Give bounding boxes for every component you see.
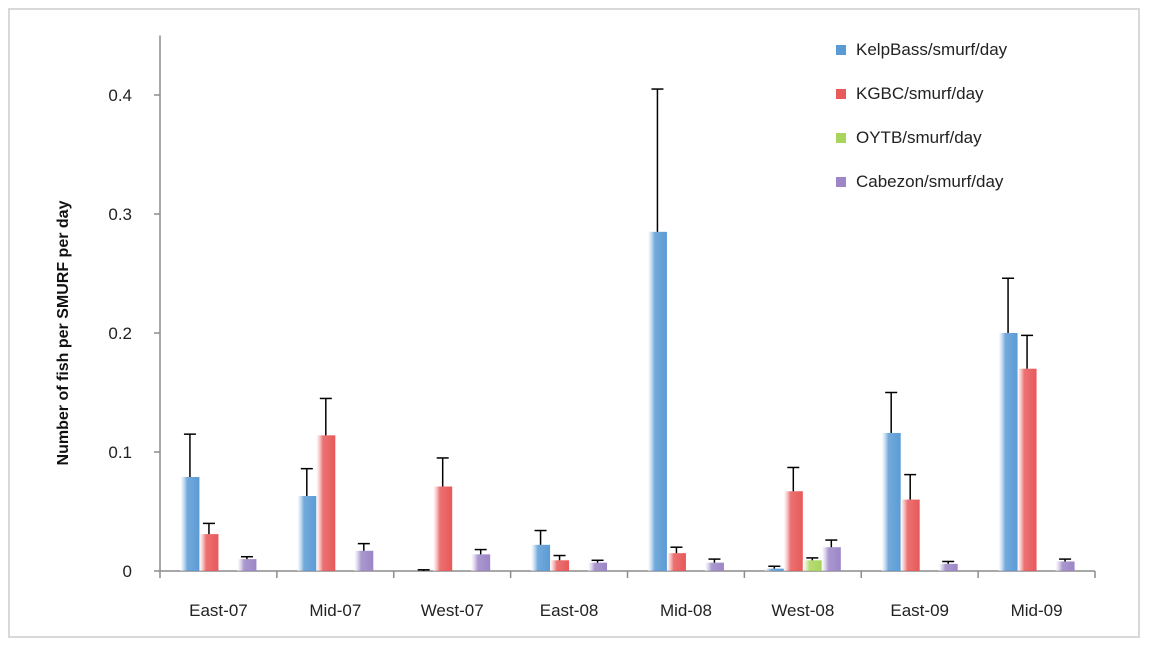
bar xyxy=(433,486,453,571)
x-tick-label: Mid-07 xyxy=(309,601,361,620)
legend-label: OYTB/smurf/day xyxy=(856,128,982,147)
bar xyxy=(180,476,200,571)
x-tick-label: West-07 xyxy=(421,601,484,620)
legend-label: KGBC/smurf/day xyxy=(856,84,984,103)
bar xyxy=(1055,561,1075,571)
x-tick-label: Mid-08 xyxy=(660,601,712,620)
chart-bars xyxy=(180,231,1075,571)
bar xyxy=(316,435,336,571)
legend-swatch xyxy=(836,45,846,55)
y-tick-labels: 0 0.1 0.2 0.3 0.4 xyxy=(108,86,132,581)
x-tick-label: East-08 xyxy=(540,601,599,620)
y-tick-label: 0.4 xyxy=(108,86,132,105)
legend-swatch xyxy=(836,133,846,143)
legend-label: KelpBass/smurf/day xyxy=(856,40,1008,59)
bar xyxy=(938,563,958,571)
bar xyxy=(237,559,257,571)
bar xyxy=(531,544,551,571)
y-tick-label: 0.1 xyxy=(108,443,132,462)
y-tick-label: 0.2 xyxy=(108,324,132,343)
x-tick-labels: East-07 Mid-07 West-07 East-08 Mid-08 West-08… xyxy=(189,601,1062,620)
bar xyxy=(704,562,724,571)
bar xyxy=(297,496,317,571)
y-tick-label: 0 xyxy=(123,562,132,581)
bar xyxy=(821,547,841,571)
bar xyxy=(588,562,608,571)
y-tick-label: 0.3 xyxy=(108,205,132,224)
bar xyxy=(666,553,686,571)
legend-swatch xyxy=(836,89,846,99)
bar xyxy=(471,554,491,571)
x-tick-label: East-09 xyxy=(890,601,949,620)
bar xyxy=(802,560,822,571)
bar xyxy=(647,231,667,571)
x-tick-label: East-07 xyxy=(189,601,248,620)
legend-label: Cabezon/smurf/day xyxy=(856,172,1004,191)
bar xyxy=(199,534,219,571)
bar xyxy=(764,568,784,571)
x-tick-label: West-08 xyxy=(771,601,834,620)
chart-error-bars xyxy=(183,88,1072,571)
bar xyxy=(998,333,1018,571)
legend: KelpBass/smurf/day KGBC/smurf/day OYTB/smu… xyxy=(836,40,1008,191)
bar xyxy=(900,499,920,571)
bar xyxy=(1017,368,1037,571)
bar xyxy=(783,491,803,571)
chart-axes xyxy=(154,35,1096,578)
bar xyxy=(354,550,374,571)
bar xyxy=(881,432,901,571)
x-tick-label: Mid-09 xyxy=(1011,601,1063,620)
y-axis-label: Number of fish per SMURF per day xyxy=(55,200,72,465)
legend-swatch xyxy=(836,177,846,187)
bar xyxy=(550,560,570,571)
